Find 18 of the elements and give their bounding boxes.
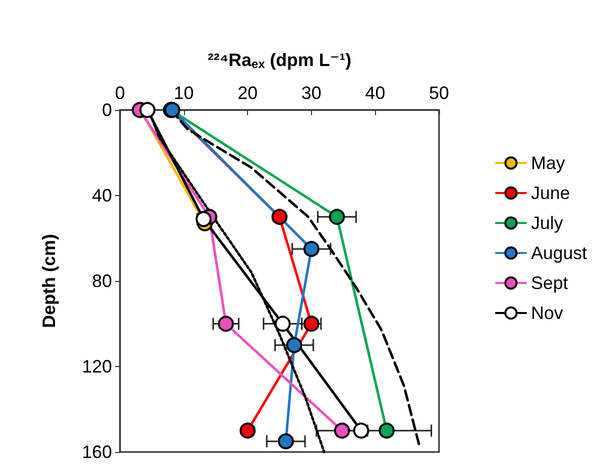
y-tick-label: 40 <box>92 186 112 206</box>
x-tick-label: 20 <box>238 83 258 103</box>
y-tick-label: 80 <box>92 271 112 291</box>
x-tick-label: 10 <box>174 83 194 103</box>
y-tick-label: 160 <box>82 442 112 462</box>
legend-label: July <box>530 213 563 233</box>
legend-label: August <box>530 243 588 263</box>
legend-label: June <box>530 183 570 203</box>
y-tick-label: 120 <box>82 356 112 376</box>
x-tick-label: 50 <box>428 83 450 103</box>
x-tick-label: 40 <box>365 83 386 103</box>
legend-label: May <box>530 153 565 173</box>
x-tick-label: 30 <box>301 83 322 103</box>
legend-label: Nov <box>530 303 563 323</box>
legend-label: Sept <box>530 273 568 293</box>
y-axis-title: Depth (cm) <box>39 234 59 328</box>
y-tick-label: 0 <box>102 100 112 120</box>
x-tick-label: 0 <box>114 83 126 103</box>
